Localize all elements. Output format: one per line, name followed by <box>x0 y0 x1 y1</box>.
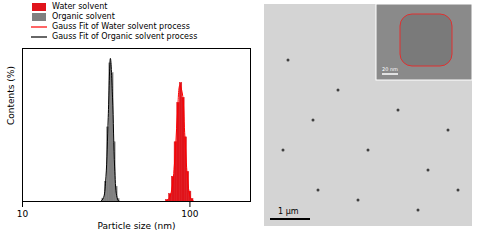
svg-text:100: 100 <box>181 209 198 219</box>
html-text:Gauss Fit of Water solvent pro: Gauss Fit of Water solvent process <box>52 22 190 31</box>
html-text:Gauss Fit of Organic solvent p: Gauss Fit of Organic solvent process <box>52 32 198 41</box>
svg-text:20 nm: 20 nm <box>382 66 398 72</box>
svg-text:10: 10 <box>17 209 29 219</box>
svg-text:1 μm: 1 μm <box>278 207 299 216</box>
html-text:Water solvent: Water solvent <box>52 2 108 11</box>
svg-text:Contents (%): Contents (%) <box>6 66 16 125</box>
svg-text:Particle size (nm): Particle size (nm) <box>98 221 176 231</box>
html-text:Organic solvent: Organic solvent <box>52 12 115 21</box>
